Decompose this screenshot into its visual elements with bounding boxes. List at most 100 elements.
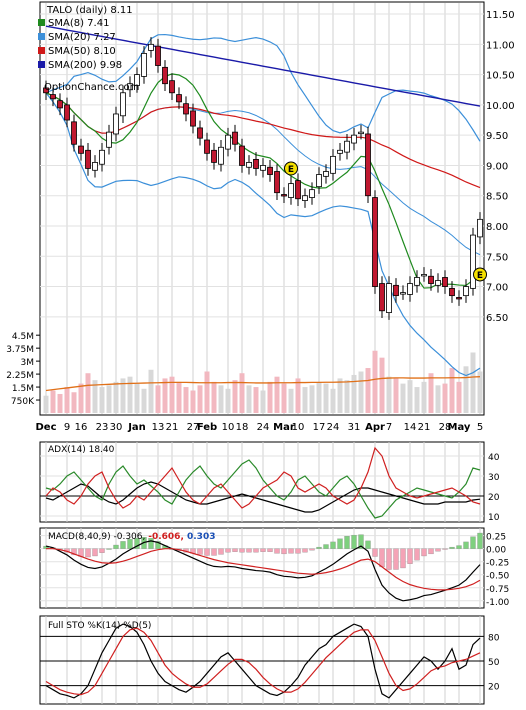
x-tick-label: 31 — [348, 422, 361, 433]
candle-body — [344, 140, 350, 153]
x-tick-label: 17 — [313, 422, 326, 433]
volume-bar — [162, 378, 168, 413]
volume-bar — [155, 385, 161, 413]
x-tick-label: 24 — [327, 422, 340, 433]
candle-body — [316, 174, 322, 188]
adx-y-tick: 30 — [488, 473, 500, 483]
adx-series-line — [45, 446, 481, 509]
volume-bar — [253, 387, 259, 413]
macd-histogram-bar — [414, 548, 420, 561]
candle-body — [148, 43, 154, 51]
macd-histogram-bar — [113, 544, 119, 549]
volume-bar — [71, 392, 77, 413]
candle-body — [428, 275, 434, 284]
price-y-tick: 10.00 — [486, 101, 515, 112]
candle-body — [442, 277, 448, 287]
macd-histogram-bar — [449, 546, 455, 549]
earnings-marker-label: E — [288, 165, 294, 175]
candle-body — [113, 113, 119, 135]
price-y-tick: 7.00 — [486, 283, 508, 294]
macd-histogram-bar — [281, 548, 287, 555]
macd-title: MACD(8,40,9) -0.306, -0.606, 0.303 — [48, 532, 215, 542]
legend-sma200: SMA(200) 9.98 — [48, 60, 122, 71]
price-y-tick: 10.50 — [486, 71, 515, 82]
volume-bar — [323, 383, 329, 413]
macd-histogram-bar — [421, 548, 427, 557]
macd-histogram-bar — [148, 538, 154, 549]
macd-histogram-bar — [302, 548, 308, 553]
volume-bar — [428, 373, 434, 413]
candle-body — [211, 149, 217, 163]
candle-body — [365, 133, 371, 197]
macd-y-tick: -0.25 — [486, 559, 509, 569]
volume-bar — [239, 373, 245, 413]
candle-body — [351, 134, 357, 144]
x-tick-label: 10 — [222, 422, 235, 433]
x-tick-label: Jan — [127, 422, 146, 433]
macd-histogram-bar — [330, 541, 336, 549]
volume-bar — [78, 383, 84, 413]
volume-bar — [365, 368, 371, 413]
candle-body — [141, 53, 147, 77]
volume-bar — [288, 388, 294, 413]
macd-signal-value: -0.606, — [148, 532, 187, 542]
volume-bar — [85, 373, 91, 413]
sma200-line — [45, 25, 481, 107]
macd-histogram-bar — [120, 541, 126, 549]
candle-body — [239, 145, 245, 166]
candle-body — [134, 74, 140, 86]
candle-body — [414, 277, 420, 286]
candle-body — [379, 283, 385, 312]
volume-average-line — [45, 376, 481, 392]
macd-histogram-bar — [456, 545, 462, 549]
macd-histogram-bar — [267, 548, 273, 552]
candle-body — [449, 287, 455, 297]
x-tick-label: 9 — [64, 422, 70, 433]
candle-body — [463, 286, 469, 297]
macd-histogram-bar — [407, 548, 413, 564]
volume-bar — [400, 383, 406, 413]
volume-bar — [190, 390, 196, 413]
volume-y-tick: 3M — [21, 358, 35, 368]
macd-histogram-bar — [477, 532, 483, 549]
volume-y-tick: 3.75M — [6, 345, 34, 355]
price-y-tick: 8.00 — [486, 222, 508, 233]
volume-bar — [470, 352, 476, 413]
candle-body — [477, 218, 483, 238]
macd-histogram-bar — [393, 548, 399, 570]
bollinger-upper — [45, 33, 481, 142]
volume-bar — [43, 395, 49, 413]
candle-body — [309, 189, 315, 198]
x-tick-label: 14 — [404, 422, 417, 433]
volume-y-tick: 2.25M — [6, 371, 34, 381]
stochastic-y-tick: 20 — [488, 683, 500, 693]
macd-histogram-bar — [442, 548, 448, 550]
volume-bar — [267, 381, 273, 413]
volume-bar — [421, 381, 427, 413]
macd-histogram-bar — [463, 541, 469, 549]
macd-histogram-bar — [253, 548, 259, 553]
x-tick-label: Feb — [197, 422, 217, 433]
candle-body — [393, 284, 399, 297]
volume-bar — [232, 380, 238, 413]
candle-body — [400, 292, 406, 295]
volume-bar — [414, 387, 420, 413]
x-tick-label: Dec — [35, 422, 56, 433]
earnings-marker — [473, 267, 487, 282]
volume-y-tick: 4.5M — [12, 332, 34, 342]
candle-body — [302, 195, 308, 201]
macd-histogram-bar — [358, 534, 364, 549]
volume-bar — [435, 385, 441, 413]
volume-bar — [50, 390, 56, 413]
stochastic-d-line — [45, 627, 481, 696]
volume-bar — [351, 374, 357, 413]
candle-body — [358, 131, 364, 135]
macd-histogram-bar — [246, 548, 252, 553]
candle-body — [183, 103, 189, 115]
x-tick-label: 18 — [236, 422, 249, 433]
macd-histogram-bar — [85, 548, 91, 558]
candle-body — [169, 80, 175, 94]
macd-histogram-bar — [239, 548, 245, 553]
